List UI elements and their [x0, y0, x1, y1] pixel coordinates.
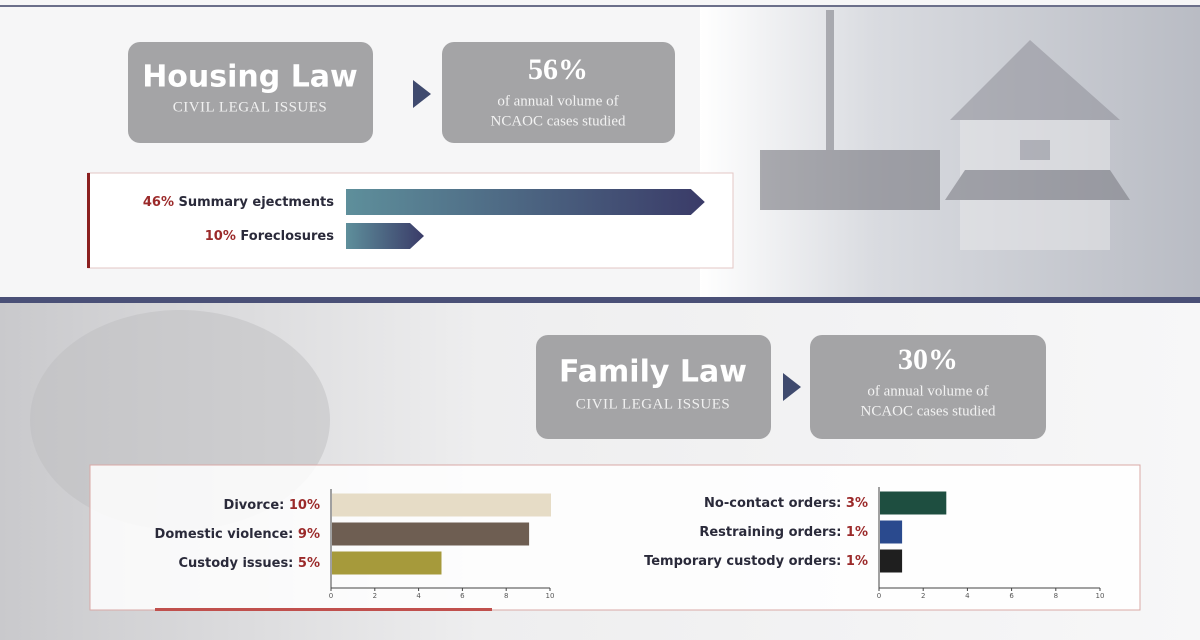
category-label: Divorce:: [224, 498, 285, 513]
bar: [332, 552, 442, 575]
value-label: 1%: [846, 525, 868, 540]
x-tick-label: 0: [877, 592, 881, 600]
share-text: of annual volume of: [497, 93, 618, 109]
bar-label: 46% Summary ejectments: [143, 195, 334, 210]
x-tick-label: 2: [921, 592, 925, 600]
share-text: of annual volume of: [867, 383, 988, 399]
category-label: Summary ejectments: [179, 195, 335, 210]
x-tick-label: 4: [416, 592, 421, 600]
value-label: 10%: [289, 498, 320, 513]
bar-label: Restraining orders: 1%: [699, 525, 868, 540]
share-text: NCAOC cases studied: [861, 403, 996, 419]
bar-label: Temporary custody orders: 1%: [644, 554, 868, 569]
category-label: Restraining orders:: [699, 525, 841, 540]
panel-subtitle: CIVIL LEGAL ISSUES: [173, 99, 328, 115]
x-tick-label: 4: [965, 592, 970, 600]
value-label: 9%: [298, 527, 320, 542]
value-label: 10%: [205, 229, 236, 244]
category-label: Temporary custody orders:: [644, 554, 841, 569]
bar: [346, 223, 424, 249]
bar: [332, 494, 551, 517]
value-label: 5%: [298, 556, 320, 571]
category-label: Domestic violence:: [155, 527, 294, 542]
bar: [332, 523, 529, 546]
chart-box: [88, 173, 733, 268]
bar-label: Custody issues: 5%: [178, 556, 320, 571]
x-tick-label: 8: [504, 592, 508, 600]
x-tick-label: 0: [329, 592, 333, 600]
bar: [880, 492, 946, 515]
bar-label: 10% Foreclosures: [205, 229, 334, 244]
x-tick-label: 6: [1009, 592, 1014, 600]
bar: [880, 550, 902, 573]
bar-label: Divorce: 10%: [224, 498, 320, 513]
x-tick-label: 10: [546, 592, 555, 600]
bar-label: Domestic violence: 9%: [155, 527, 320, 542]
panel-title: Family Law: [559, 355, 747, 390]
share-text: NCAOC cases studied: [491, 113, 626, 129]
section-divider: [0, 297, 1200, 303]
value-label: 3%: [846, 496, 868, 511]
category-label: No-contact orders:: [704, 496, 841, 511]
x-tick-label: 6: [460, 592, 465, 600]
category-label: Foreclosures: [240, 229, 334, 244]
share-value: 30%: [898, 343, 958, 376]
value-label: 1%: [846, 554, 868, 569]
x-tick-label: 8: [1054, 592, 1058, 600]
x-tick-label: 10: [1096, 592, 1105, 600]
chart-box-accent: [155, 608, 492, 611]
category-label: Custody issues:: [178, 556, 293, 571]
chart-box-accent: [87, 173, 90, 268]
bar: [346, 189, 705, 215]
panel-title: Housing Law: [142, 60, 358, 95]
infographic: Housing Law CIVIL LEGAL ISSUES 56% of an…: [0, 0, 1200, 640]
bar: [880, 521, 902, 544]
x-tick-label: 2: [373, 592, 377, 600]
bar-label: No-contact orders: 3%: [704, 496, 868, 511]
value-label: 46%: [143, 195, 174, 210]
panel-subtitle: CIVIL LEGAL ISSUES: [576, 396, 731, 412]
share-value: 56%: [528, 53, 588, 86]
